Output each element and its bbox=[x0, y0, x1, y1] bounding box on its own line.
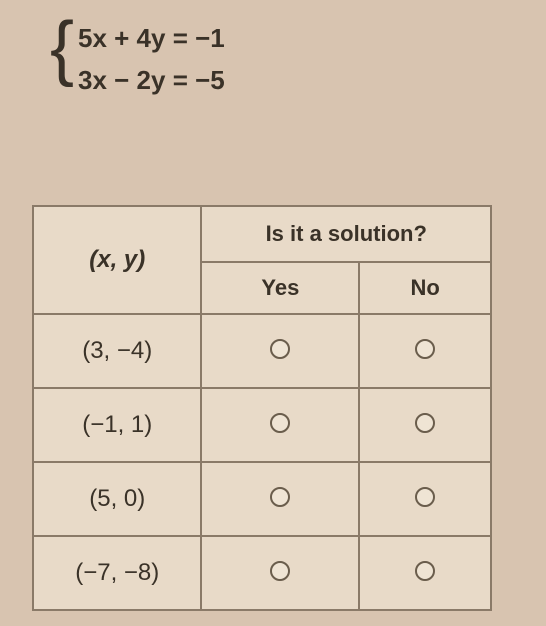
table-row: (3, −4) bbox=[33, 314, 491, 388]
pair-cell: (5, 0) bbox=[33, 462, 201, 536]
radio-yes[interactable] bbox=[270, 339, 290, 359]
table-row: (−1, 1) bbox=[33, 388, 491, 462]
radio-no[interactable] bbox=[415, 413, 435, 433]
radio-yes[interactable] bbox=[270, 487, 290, 507]
table-row: (5, 0) bbox=[33, 462, 491, 536]
pair-cell: (−7, −8) bbox=[33, 536, 201, 610]
pair-cell: (−1, 1) bbox=[33, 388, 201, 462]
radio-no[interactable] bbox=[415, 487, 435, 507]
radio-no[interactable] bbox=[415, 561, 435, 581]
table-row: (−7, −8) bbox=[33, 536, 491, 610]
brace-icon: { bbox=[50, 12, 74, 84]
header-xy: (x, y) bbox=[33, 206, 201, 314]
header-no: No bbox=[359, 262, 491, 314]
system-of-equations: { 5x + 4y = −1 3x − 2y = −5 bbox=[78, 18, 225, 101]
equation-2: 3x − 2y = −5 bbox=[78, 60, 225, 102]
header-yes: Yes bbox=[201, 262, 359, 314]
solution-table: (x, y) Is it a solution? Yes No (3, −4) … bbox=[32, 205, 492, 611]
equation-1: 5x + 4y = −1 bbox=[78, 18, 225, 60]
header-question: Is it a solution? bbox=[201, 206, 491, 262]
pair-cell: (3, −4) bbox=[33, 314, 201, 388]
radio-yes[interactable] bbox=[270, 561, 290, 581]
radio-yes[interactable] bbox=[270, 413, 290, 433]
radio-no[interactable] bbox=[415, 339, 435, 359]
